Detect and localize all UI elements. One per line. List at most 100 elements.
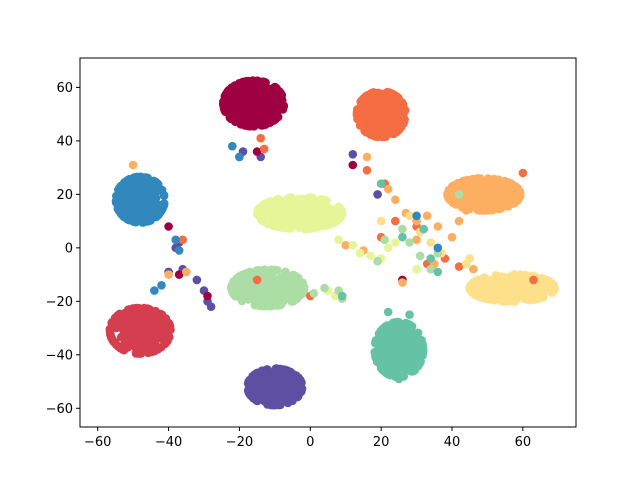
scatter-point	[240, 95, 249, 104]
scatter-point	[259, 210, 269, 219]
scatter-point	[271, 299, 281, 309]
scatter-point-outlier	[391, 195, 400, 204]
scatter-point	[262, 369, 272, 378]
y-tick-label: −40	[46, 348, 73, 363]
scatter-point	[248, 97, 258, 107]
scatter-point	[378, 366, 388, 375]
scatter-point	[105, 324, 115, 334]
scatter-point	[486, 205, 495, 215]
scatter-point	[259, 200, 268, 210]
scatter-point	[383, 321, 392, 330]
scatter-point-outlier	[391, 216, 400, 226]
scatter-point	[225, 113, 235, 123]
scatter-point	[472, 285, 481, 295]
scatter-point	[262, 218, 272, 228]
axis-ticks: −60 −40 −20 0 20 40 60 −60 −40 −20 0 20 40 60	[46, 81, 532, 450]
scatter-point-outlier	[454, 262, 464, 271]
scatter-point	[376, 123, 385, 133]
scatter-point-outlier	[164, 270, 173, 279]
scatter-point-outlier	[192, 275, 202, 285]
scatter-point	[237, 272, 247, 282]
scatter-point	[481, 190, 491, 199]
scatter-point	[117, 183, 126, 193]
scatter-point-outlier	[426, 238, 436, 247]
scatter-point-outlier	[426, 264, 436, 274]
scatter-point	[107, 317, 117, 327]
x-tick-label: 0	[306, 435, 314, 450]
scatter-point-outlier	[383, 243, 393, 253]
scatter-point-outlier	[433, 267, 443, 277]
scatter-point-outlier	[426, 254, 436, 263]
scatter-point-outlier	[398, 224, 407, 234]
scatter-point-outlier	[422, 211, 432, 221]
scatter-point	[289, 296, 299, 306]
scatter-point-outlier	[405, 238, 414, 247]
x-tick-label: 40	[444, 435, 461, 450]
scatter-point-outlier	[405, 211, 414, 221]
scatter-point	[522, 279, 532, 288]
x-tick-label: −20	[226, 435, 253, 450]
scatter-point-outlier	[174, 246, 184, 255]
scatter-point	[366, 130, 375, 139]
y-tick-label: 20	[56, 188, 73, 203]
scatter-points	[105, 76, 559, 410]
scatter-point	[257, 121, 267, 130]
scatter-point	[398, 339, 407, 349]
scatter-point-outlier	[128, 160, 138, 170]
scatter-point	[386, 361, 396, 370]
scatter-point-outlier	[391, 238, 400, 247]
scatter-point	[277, 382, 287, 392]
scatter-point	[248, 112, 257, 122]
scatter-point	[275, 400, 284, 410]
scatter-point-outlier	[348, 160, 358, 170]
scatter-point	[281, 196, 290, 205]
y-tick-label: −20	[46, 295, 73, 310]
scatter-point	[480, 177, 490, 186]
scatter-point	[159, 190, 169, 200]
scatter-point	[224, 106, 233, 116]
scatter-point	[243, 81, 252, 91]
scatter-point	[280, 280, 290, 290]
scatter-point	[294, 373, 304, 383]
y-tick-label: −60	[46, 402, 73, 417]
scatter-point-outlier	[252, 275, 262, 285]
scatter-point	[391, 128, 400, 137]
scatter-point-outlier	[454, 190, 464, 199]
scatter-point	[408, 343, 417, 353]
scatter-point	[373, 340, 383, 350]
scatter-point-outlier	[157, 281, 166, 290]
scatter-point-outlier	[433, 222, 443, 231]
scatter-point-outlier	[171, 235, 180, 245]
scatter-point	[378, 329, 387, 339]
scatter-point	[166, 325, 175, 335]
scatter-point	[381, 132, 390, 141]
scatter-point	[219, 100, 228, 109]
scatter-point-outlier	[256, 133, 266, 143]
scatter-point	[160, 337, 169, 347]
scatter-point	[491, 286, 501, 296]
scatter-point-outlier	[415, 251, 425, 261]
scatter-point	[391, 92, 401, 102]
scatter-point	[355, 110, 365, 119]
scatter-point	[132, 216, 141, 226]
scatter-point-outlier	[206, 302, 216, 312]
scatter-point-outlier	[454, 216, 464, 226]
scatter-point-outlier	[178, 235, 187, 245]
scatter-point	[516, 270, 525, 279]
scatter-point	[398, 353, 408, 362]
scatter-point	[229, 276, 239, 286]
scatter-point	[146, 202, 156, 211]
scatter-point-outlier	[433, 243, 443, 253]
scatter-point	[278, 103, 288, 112]
scatter-point-outlier	[412, 264, 421, 274]
scatter-point	[297, 209, 306, 218]
scatter-point-outlier	[228, 141, 237, 151]
scatter-point	[127, 326, 136, 336]
scatter-point	[143, 217, 152, 226]
scatter-point	[284, 207, 294, 217]
scatter-point	[314, 197, 324, 207]
scatter-point	[257, 301, 266, 311]
scatter-point	[445, 195, 455, 205]
scatter-point	[117, 316, 127, 326]
